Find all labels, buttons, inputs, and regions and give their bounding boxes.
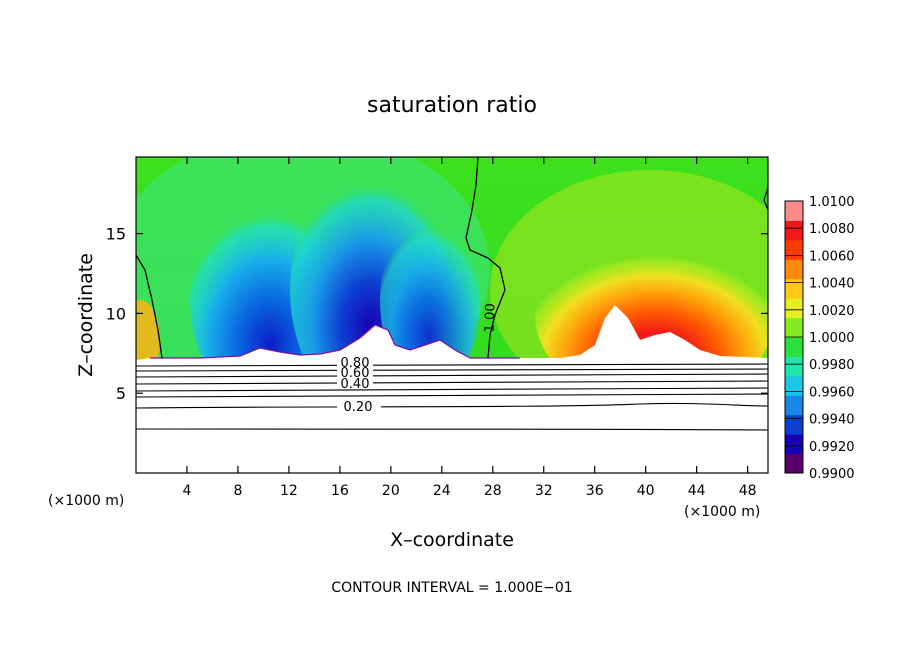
contour-label-0-60: 0.60 — [341, 366, 370, 381]
plot-area: 0.80 0.60 0.40 0.20 1.00 — [135, 156, 769, 474]
colorbar-swatch — [785, 278, 803, 299]
x-unit-label-right: (×1000 m) — [684, 504, 760, 520]
y-axis: 5 10 15 — [106, 225, 768, 403]
contour-line-0-30 — [136, 393, 768, 398]
contour-label-0-20: 0.20 — [344, 400, 373, 415]
dry-region-right — [380, 210, 480, 390]
colorbar-swatch — [785, 356, 803, 377]
x-axis: 4 8 12 16 20 24 28 32 36 40 44 48 — [183, 157, 757, 499]
lower-boundary-edge — [150, 324, 520, 359]
contour-line-0-50 — [136, 380, 768, 385]
colorbar-swatch — [785, 201, 803, 221]
contour-line-0-40 — [136, 387, 768, 392]
contour-line-0-80 — [136, 363, 768, 367]
colorbar-label: 1.0040 — [809, 277, 855, 292]
x-tick-label: 20 — [382, 483, 400, 499]
chart-title: saturation ratio — [367, 93, 537, 118]
colorbar-label: 0.9960 — [809, 385, 855, 400]
x-tick-label: 16 — [331, 483, 349, 499]
colorbar-swatch — [785, 395, 803, 416]
x-tick-label: 48 — [739, 483, 757, 499]
y-axis-title: Z–coordinate — [75, 253, 97, 377]
contour-line-0-20 — [136, 402, 768, 409]
colorbar-swatch — [785, 259, 803, 280]
contour-line-0-60 — [136, 373, 768, 378]
colorbar-swatch — [785, 239, 803, 260]
y-tick-label: 5 — [116, 384, 126, 403]
x-tick-label: 24 — [433, 483, 451, 499]
x-tick-label: 8 — [233, 483, 242, 499]
y-tick-label: 10 — [106, 304, 126, 323]
colorbar-label: 1.0060 — [809, 249, 855, 264]
contour-right-edge — [763, 187, 768, 211]
x-tick-label: 32 — [535, 483, 553, 499]
colorbar-swatch — [785, 220, 803, 241]
colorbar-label: 0.9900 — [809, 467, 855, 482]
y-tick-label: 15 — [106, 225, 126, 244]
x-tick-label: 12 — [280, 483, 298, 499]
colorbar-label: 0.9940 — [809, 413, 855, 428]
contour-line-1-00 — [465, 157, 506, 359]
colorbar-swatch — [785, 414, 803, 435]
colorbar-label: 0.9980 — [809, 358, 855, 373]
colorbar-swatch — [785, 453, 803, 474]
contour-left-edge — [136, 254, 163, 359]
x-tick-label: 40 — [637, 483, 655, 499]
colorbar-label: 0.9920 — [809, 440, 855, 455]
x-tick-label: 36 — [586, 483, 604, 499]
colorbar-label: 1.0100 — [809, 195, 855, 210]
x-tick-label: 28 — [484, 483, 502, 499]
colorbar-swatch — [785, 434, 803, 455]
contour-label-0-80: 0.80 — [341, 356, 370, 371]
colorbar-label: 1.0020 — [809, 304, 855, 319]
plot-frame — [135, 156, 769, 474]
colorbar: 1.0100 1.0080 1.0060 1.0040 1.0020 1.0000 0.99… — [784, 195, 855, 482]
contour-line-0-70 — [136, 368, 768, 372]
contour-line-0-10 — [136, 428, 768, 431]
x-tick-label: 44 — [688, 483, 706, 499]
colorbar-swatch — [785, 317, 803, 338]
x-axis-title: X–coordinate — [390, 529, 514, 551]
x-unit-label-left: (×1000 m) — [48, 493, 124, 509]
colorbar-swatch — [785, 375, 803, 396]
colorbar-swatch — [785, 337, 803, 357]
contour-label-1-00: 1.00 — [483, 303, 499, 332]
colorbar-swatch — [785, 298, 803, 319]
colorbar-label: 1.0080 — [809, 222, 855, 237]
colorbar-label: 1.0000 — [809, 331, 855, 346]
contour-label-0-40: 0.40 — [341, 377, 370, 392]
contour-interval-note: CONTOUR INTERVAL = 1.000E−01 — [331, 580, 572, 596]
x-tick-label: 4 — [183, 483, 192, 499]
